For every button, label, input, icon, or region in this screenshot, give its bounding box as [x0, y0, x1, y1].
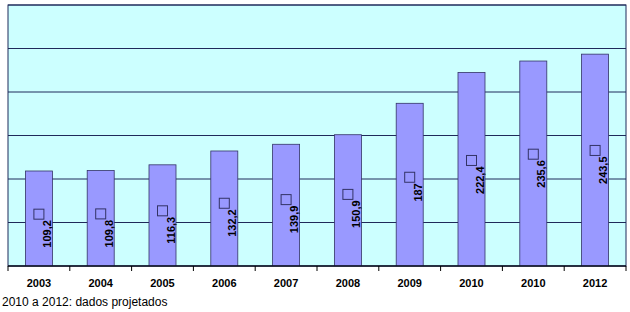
marker: [219, 198, 229, 208]
data-labels: 109,2 109,8 116,3 132,2 139,9 150,9 187 222,4 23…: [41, 156, 609, 247]
data-label: 187: [412, 183, 424, 201]
bar: [396, 103, 423, 266]
bar: [458, 73, 485, 266]
x-tick-label: 2005: [150, 277, 174, 289]
bar: [273, 144, 300, 266]
x-tick-label: 2010: [459, 277, 483, 289]
annotation: 2010 a 2012: dados projetados: [2, 295, 167, 309]
data-label: 222,4: [474, 166, 486, 194]
bar: [334, 135, 361, 266]
x-tick: [564, 266, 565, 271]
marks: [25, 54, 608, 266]
plot-area: [8, 5, 626, 266]
grid-line: [8, 48, 626, 49]
data-label: 150,9: [350, 200, 362, 228]
bar: [520, 61, 547, 266]
x-tick-label: 2012: [583, 277, 607, 289]
data-label: 109,2: [41, 220, 53, 248]
x-tick: [626, 266, 627, 271]
marker: [96, 209, 106, 219]
marker: [405, 172, 415, 182]
x-tick-label: 2006: [212, 277, 236, 289]
plot-frame: [8, 5, 626, 266]
data-label: 132,2: [226, 209, 238, 237]
bar: [87, 170, 114, 266]
x-tick-label: 2009: [397, 277, 421, 289]
data-label: 116,3: [165, 217, 177, 244]
bar: [149, 165, 176, 266]
marker: [528, 149, 538, 159]
marker: [467, 155, 477, 165]
bar: [211, 151, 238, 266]
bar: [582, 54, 609, 266]
marker: [343, 189, 353, 199]
x-tick-label: 2007: [274, 277, 298, 289]
data-label: 235,6: [535, 160, 547, 188]
data-label: 109,8: [103, 220, 115, 248]
x-tick: [69, 266, 70, 271]
x-tick: [255, 266, 256, 271]
data-label: 243,5: [597, 156, 609, 184]
x-tick: [8, 266, 9, 271]
bar: [25, 171, 52, 266]
x-tick: [193, 266, 194, 271]
x-tick: [440, 266, 441, 271]
x-tick: [131, 266, 132, 271]
x-tick: [502, 266, 503, 271]
x-tick-label: 2010: [521, 277, 545, 289]
x-tick-label: 2003: [27, 277, 51, 289]
x-tick-label: 2004: [88, 277, 113, 289]
data-label: 139,9: [288, 206, 300, 234]
chart: 109,2 109,8 116,3 132,2 139,9 150,9 187 222,4 23…: [0, 0, 630, 312]
marker: [34, 209, 44, 219]
marker: [281, 195, 291, 205]
x-tick: [317, 266, 318, 271]
marker: [158, 206, 168, 216]
x-tick-label: 2008: [336, 277, 360, 289]
x-tick: [378, 266, 379, 271]
marker: [590, 145, 600, 155]
